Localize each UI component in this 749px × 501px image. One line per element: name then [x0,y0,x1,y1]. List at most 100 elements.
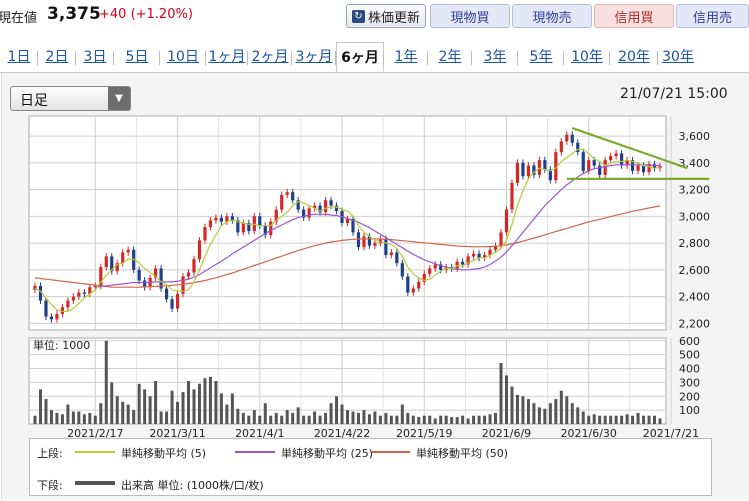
tab-3[interactable]: 5日 [125,49,149,65]
candle-body [203,227,207,241]
volume-bar [428,415,432,424]
volume-bar [450,417,454,424]
candle-body [313,205,317,209]
price-tick-label: 3,400 [679,157,711,170]
tab-0[interactable]: 1日 [7,49,31,65]
trendline [571,126,688,170]
volume-bar [93,415,97,424]
tab-5[interactable]: 1ヶ月 [208,49,246,65]
volume-bar [126,404,130,424]
x-tick-label: 2021/3/11 [149,427,205,440]
volume-bar [187,381,191,424]
volume-bar [461,415,465,424]
volume-bar [280,415,284,424]
candle-body [630,160,635,171]
tab-6[interactable]: 2ヶ月 [251,49,289,65]
tab-2[interactable]: 3日 [83,49,107,65]
volume-bar [230,393,234,424]
candle-body [652,164,657,169]
candle-body [247,223,251,232]
tab-13[interactable]: 10年 [571,49,603,65]
tab-8[interactable]: 6ヶ月 [336,42,384,72]
volume-bar [603,415,607,424]
volume-tick-label: 500 [679,349,700,362]
volume-bar [214,381,218,424]
price-tick-label: 2,600 [679,264,711,277]
volume-bar [208,376,212,424]
tab-11[interactable]: 3年 [483,49,507,65]
tab-1[interactable]: 2日 [45,49,69,65]
volume-bar [132,410,136,424]
candle-body [225,216,229,222]
tab-separator [113,51,114,65]
volume-bar [620,415,624,424]
tab-15[interactable]: 30年 [662,49,694,65]
candle-body [493,245,498,250]
tab-7[interactable]: 3ヶ月 [295,49,333,65]
candle-body [49,316,54,320]
candle-body [263,225,267,236]
volume-bar [411,415,415,424]
volume-bar [137,383,141,424]
legend-lower-label: 下段: [37,479,63,492]
candle-body [450,267,454,269]
chart-datetime: 21/07/21 15:00 [620,86,728,102]
volume-bar [658,418,662,424]
ma50-line [34,205,661,288]
candle-body [99,267,103,286]
candle-body [252,216,256,232]
candle-period-select[interactable]: 日足 ▼ [10,86,131,111]
volume-bar [197,383,201,424]
price-change: +40 (+1.20%) [99,7,193,22]
volume-bar [384,412,388,424]
candle-body [647,164,651,173]
candle-body [636,165,640,171]
volume-bar [313,411,317,424]
refresh-price-button[interactable]: ↻ 株価更新 [346,4,426,28]
tab-14[interactable]: 20年 [618,49,650,65]
volume-bar [526,399,530,424]
tab-12[interactable]: 5年 [529,49,553,65]
x-tick-label: 2021/7/21 [643,427,699,440]
volume-bar [121,401,125,424]
volume-tick-label: 100 [679,404,700,417]
candle-body [455,261,459,269]
tab-4[interactable]: 10日 [167,49,199,65]
volume-bar [576,407,580,424]
x-tick-label: 2021/4/22 [314,427,370,440]
candle-body [33,285,37,290]
tab-9[interactable]: 1年 [394,49,418,65]
volume-bar [143,389,147,424]
margin-buy-button[interactable]: 信用買 [594,4,674,28]
candle-body [154,268,158,278]
volume-bar [165,411,169,424]
cash-buy-button[interactable]: 現物買 [430,4,510,28]
volume-bar [340,404,344,424]
candle-body [296,200,300,210]
candle-body [482,255,487,258]
candle-body [433,264,437,269]
volume-bar [274,412,278,424]
candle-body [587,160,591,171]
volume-bar [252,410,256,424]
margin-sell-button[interactable]: 信用売 [676,4,749,28]
candle-body [543,160,547,170]
candle-body [356,232,361,248]
candle-body [488,249,492,256]
volume-bar [219,393,223,424]
volume-bar [181,392,185,424]
candle-body [400,263,404,277]
volume-bar [548,403,552,424]
cash-sell-button[interactable]: 現物売 [512,4,592,28]
volume-bar [433,418,437,424]
candle-body [60,307,65,314]
volume-bar [653,415,657,424]
volume-bar [77,411,81,424]
candle-body [526,165,531,177]
refresh-icon: ↻ [351,9,365,23]
tab-separator [471,51,472,65]
tab-separator [383,51,384,65]
tab-separator [563,51,564,65]
candle-body [620,153,624,166]
tab-10[interactable]: 2年 [438,49,462,65]
